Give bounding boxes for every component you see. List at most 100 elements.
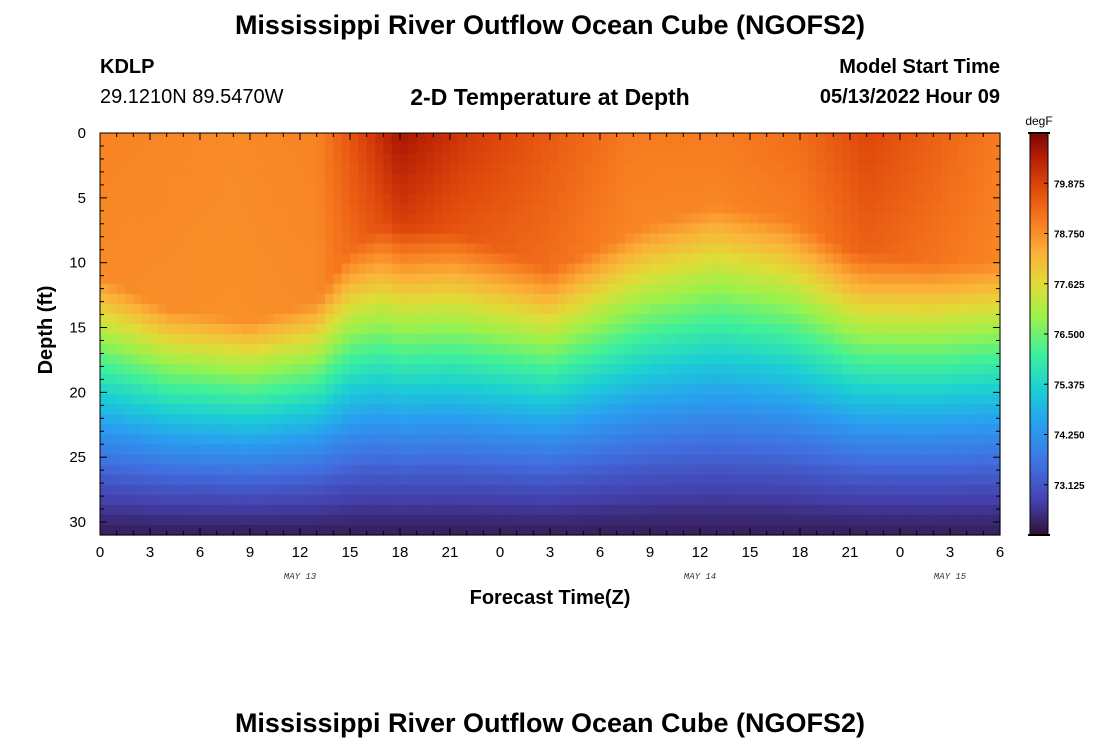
- heatmap-cell: [816, 364, 826, 375]
- heatmap-cell: [866, 334, 876, 345]
- heatmap-cell: [225, 133, 234, 144]
- heatmap-cell: [416, 173, 426, 184]
- heatmap-cell: [841, 283, 851, 295]
- heatmap-cell: [333, 203, 343, 214]
- colorbar-segment: [1030, 484, 1048, 489]
- heatmap-cell: [908, 253, 918, 265]
- heatmap-cell: [666, 243, 676, 255]
- heatmap-cell: [508, 293, 518, 305]
- heatmap-cell: [291, 173, 301, 184]
- heatmap-cell: [291, 143, 301, 154]
- heatmap-cell: [258, 414, 268, 426]
- heatmap-cell: [633, 344, 643, 355]
- heatmap-cell: [350, 183, 359, 194]
- heatmap-cell: [400, 424, 409, 436]
- heatmap-cell: [175, 193, 184, 204]
- heatmap-cell: [375, 283, 384, 295]
- heatmap-cell: [833, 313, 843, 325]
- heatmap-cell: [766, 334, 776, 345]
- heatmap-cell: [216, 484, 226, 496]
- heatmap-cell: [450, 243, 459, 255]
- heatmap-cell: [958, 434, 968, 446]
- colorbar-segment: [1030, 273, 1048, 278]
- heatmap-cell: [916, 213, 926, 225]
- heatmap-cell: [475, 384, 484, 395]
- heatmap-cell: [850, 454, 859, 466]
- heatmap-cell: [950, 153, 959, 164]
- heatmap-cell: [541, 514, 551, 526]
- heatmap-cell: [525, 374, 534, 385]
- heatmap-cell: [525, 344, 534, 355]
- heatmap-cell: [658, 273, 668, 285]
- heatmap-cell: [191, 504, 201, 516]
- heatmap-cell: [925, 323, 934, 335]
- heatmap-cell: [575, 213, 584, 225]
- heatmap-cell: [883, 173, 893, 184]
- heatmap-cell: [366, 263, 376, 275]
- heatmap-cell: [658, 173, 668, 184]
- heatmap-cell: [100, 173, 109, 184]
- heatmap-cell: [616, 223, 626, 235]
- heatmap-cell: [100, 424, 109, 436]
- heatmap-cell: [358, 364, 368, 375]
- heatmap-cell: [875, 163, 884, 174]
- heatmap-cell: [633, 404, 643, 415]
- heatmap-cell: [175, 133, 184, 144]
- heatmap-cell: [650, 364, 659, 375]
- heatmap-cell: [908, 494, 918, 506]
- heatmap-cell: [500, 173, 509, 184]
- heatmap-cell: [741, 183, 751, 194]
- heatmap-cell: [158, 334, 168, 345]
- heatmap-cell: [708, 313, 718, 325]
- heatmap-cell: [683, 434, 693, 446]
- heatmap-cell: [625, 193, 634, 204]
- heatmap-cell: [100, 364, 109, 375]
- heatmap-cell: [650, 504, 659, 516]
- heatmap-cell: [616, 384, 626, 395]
- heatmap-cell: [108, 193, 118, 204]
- colorbar-segment: [1030, 414, 1048, 419]
- heatmap-cell: [400, 133, 409, 144]
- heatmap-cell: [783, 524, 793, 536]
- heatmap-cell: [825, 293, 834, 305]
- heatmap-cell: [741, 524, 751, 536]
- heatmap-cell: [400, 364, 409, 375]
- heatmap-cell: [775, 173, 784, 184]
- heatmap-cell: [658, 474, 668, 486]
- heatmap-cell: [616, 354, 626, 365]
- heatmap-cell: [425, 474, 434, 486]
- heatmap-cell: [958, 203, 968, 214]
- heatmap-cell: [408, 374, 418, 385]
- heatmap-cell: [241, 344, 251, 355]
- heatmap-cell: [308, 344, 318, 355]
- heatmap-cell: [325, 283, 334, 295]
- heatmap-cell: [591, 404, 601, 415]
- heatmap-cell: [308, 283, 318, 295]
- heatmap-cell: [883, 494, 893, 506]
- heatmap-cell: [258, 213, 268, 225]
- heatmap-cell: [558, 374, 568, 385]
- heatmap-cell: [183, 344, 193, 355]
- heatmap-cell: [650, 293, 659, 305]
- heatmap-cell: [900, 143, 909, 154]
- heatmap-cell: [233, 213, 243, 225]
- heatmap-cell: [875, 193, 884, 204]
- heatmap-cell: [216, 434, 226, 446]
- heatmap-cell: [150, 243, 159, 255]
- heatmap-cell: [283, 213, 293, 225]
- heatmap-cell: [125, 253, 134, 265]
- heatmap-cell: [208, 313, 218, 325]
- colorbar-segment: [1030, 411, 1048, 415]
- heatmap-cell: [200, 173, 209, 184]
- heatmap-cell: [675, 243, 684, 255]
- heatmap-cell: [966, 344, 976, 355]
- heatmap-cell: [466, 494, 476, 506]
- heatmap-cell: [866, 404, 876, 415]
- heatmap-cell: [916, 514, 926, 526]
- heatmap-cell: [191, 253, 201, 265]
- heatmap-cell: [858, 394, 868, 405]
- heatmap-cell: [800, 183, 809, 194]
- heatmap-cell: [791, 293, 801, 305]
- heatmap-cell: [216, 494, 226, 506]
- heatmap-cell: [808, 384, 818, 395]
